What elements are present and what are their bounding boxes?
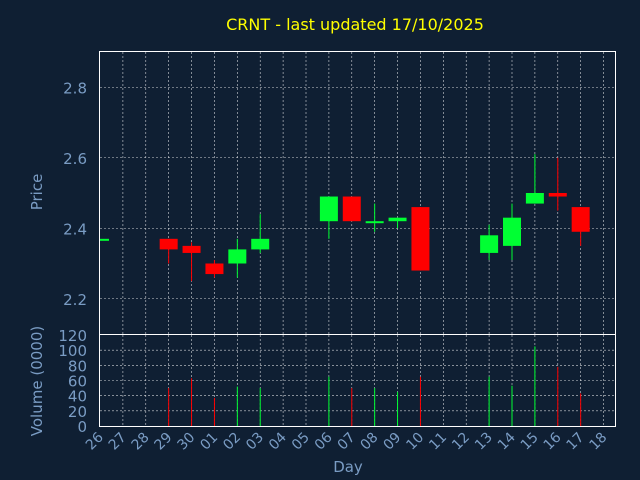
volume-panel-frame [99,334,616,427]
price-y-label: Price [28,174,46,211]
price-y-tick-label: 2.8 [63,79,87,97]
x-tick-label: 16 [541,429,565,453]
price-y-tick-label: 2.2 [63,291,87,309]
candle-body [251,238,270,250]
candle-body [548,193,567,197]
candle-body [411,207,430,271]
volume-y-label: Volume (0000) [28,326,46,436]
volume-grid [100,335,615,426]
candle-body [480,235,499,253]
x-tick-label: 08 [358,430,382,454]
x-axis-label: Day [333,458,363,476]
candle-body [571,207,590,232]
price-y-tick-label: 2.4 [63,220,87,238]
x-tick-label: 28 [129,430,153,454]
x-tick-label: 17 [564,430,588,454]
price-y-ticks: 2.2 2.4 2.6 2.8 [63,79,87,309]
x-tick-label: 27 [106,430,130,454]
x-tick-label: 10 [403,430,427,454]
candle-body [228,249,247,264]
candle-body [365,221,384,224]
x-tick-label: 06 [312,429,336,453]
chart-title: CRNT - last updated 17/10/2025 [226,15,484,34]
candle-body [159,238,178,250]
x-tick-label: 14 [495,429,519,453]
candle-body [503,217,521,246]
volume-y-tick-label: 60 [68,373,87,391]
candle-body [205,263,224,275]
candle-body [100,238,109,241]
candle-body [342,196,361,222]
volume-y-tick-label: 20 [68,403,87,421]
x-tick-label: 15 [518,430,542,454]
x-tick-label: 05 [289,430,313,454]
x-tick-label: 04 [266,429,290,453]
volume-bars [168,346,582,426]
x-tick-label: 09 [380,430,404,454]
x-tick-label: 18 [586,430,610,454]
candle-body [388,217,407,222]
candle-body [525,193,544,204]
x-tick-label: 30 [174,430,198,454]
volume-y-tick-label: 0 [77,418,87,436]
x-tick-label: 12 [449,430,473,454]
x-tick-label: 07 [335,430,359,454]
price-y-tick-label: 2.6 [63,150,87,168]
volume-y-tick-label: 80 [68,357,87,375]
x-tick-label: 13 [472,430,496,454]
candle-body [319,196,338,222]
volume-y-tick-label: 100 [58,342,87,360]
x-tick-label: 11 [426,430,450,454]
x-tick-label: 01 [197,430,221,454]
x-tick-label: 02 [220,430,244,454]
x-tick-label: 03 [243,430,267,454]
volume-y-tick-label: 120 [58,327,87,345]
x-tick-label: 29 [152,430,176,454]
candle-body [182,245,201,253]
price-candles [100,154,590,282]
x-axis-ticks: 2627282930010203040506070809101112131415… [83,429,610,453]
volume-y-tick-label: 40 [68,388,87,406]
